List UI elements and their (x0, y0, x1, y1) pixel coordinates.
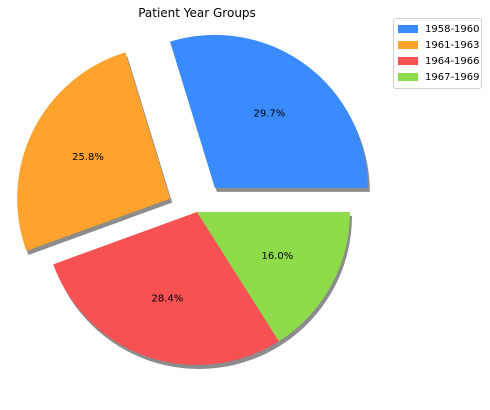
legend-label: 1964-1966 (425, 55, 480, 67)
legend-entry-1967-1969: 1967-1969 (398, 69, 480, 85)
legend-swatch (398, 73, 418, 81)
legend-label: 1961-1963 (425, 39, 480, 51)
legend-swatch (398, 57, 418, 65)
pie-slices (17, 34, 368, 365)
slice-label-1961-1963: 25.8% (72, 152, 104, 163)
legend-swatch (398, 41, 418, 49)
legend-label: 1967-1969 (425, 71, 480, 83)
slice-1961-1963 (17, 52, 171, 251)
slice-1964-1966 (53, 212, 279, 365)
legend-label: 1958-1960 (425, 23, 480, 35)
slice-1958-1960 (170, 34, 368, 188)
legend-swatch (398, 25, 418, 33)
slice-labels: 29.7% 25.8% 28.4% 16.0% (72, 109, 293, 305)
chart-title: Patient Year Groups (138, 6, 256, 20)
legend-entry-1958-1960: 1958-1960 (398, 21, 480, 37)
legend: 1958-1960 1961-1963 1964-1966 1967-1969 (393, 18, 482, 89)
slice-label-1967-1969: 16.0% (262, 251, 294, 262)
slice-label-1964-1966: 28.4% (151, 293, 183, 304)
legend-entry-1961-1963: 1961-1963 (398, 37, 480, 53)
slice-label-1958-1960: 29.7% (254, 109, 286, 120)
legend-entry-1964-1966: 1964-1966 (398, 53, 480, 69)
slice-1967-1969 (197, 212, 350, 342)
